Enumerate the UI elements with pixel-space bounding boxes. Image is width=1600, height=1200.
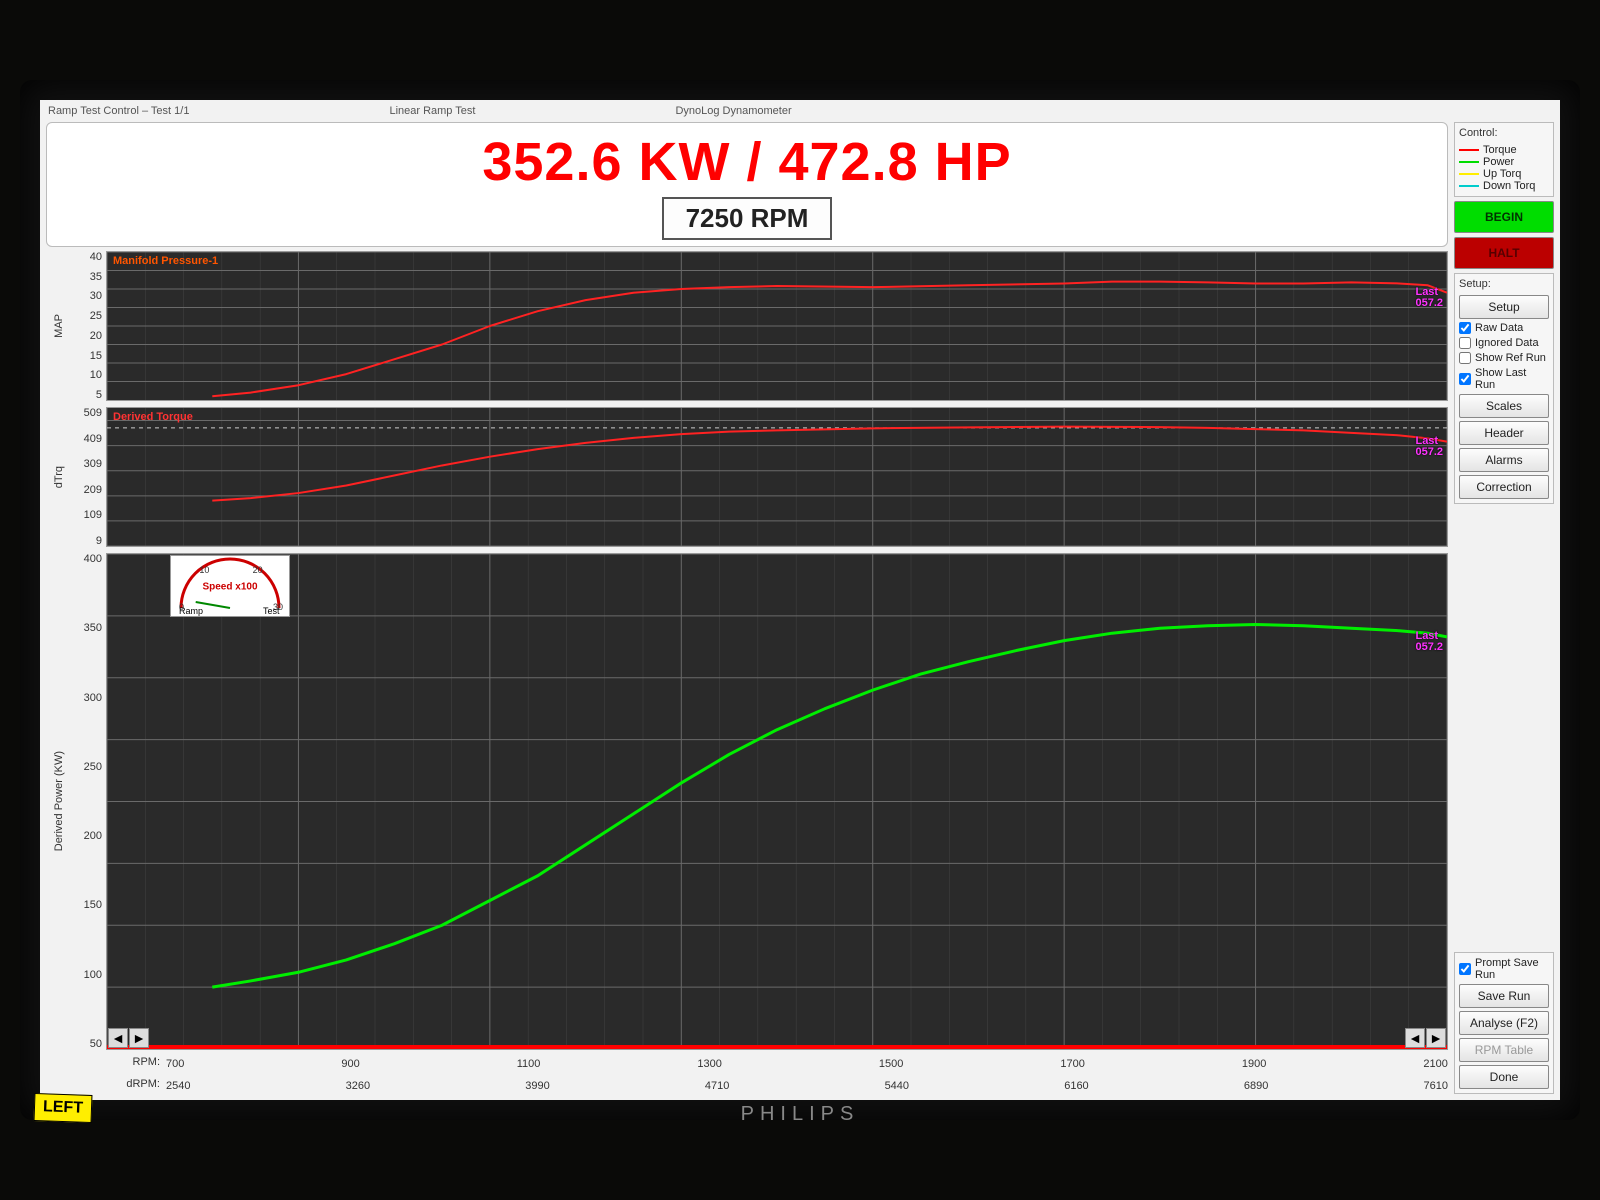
correction-button[interactable]: Correction bbox=[1459, 475, 1549, 499]
chart3-yticks: 40035030025020015010050 bbox=[72, 553, 106, 1050]
scroll-right-right-icon[interactable]: ► bbox=[1426, 1028, 1446, 1048]
scroll-left-left-icon[interactable]: ◄ bbox=[108, 1028, 128, 1048]
xaxis-rpm-label: RPM: bbox=[133, 1056, 161, 1068]
setup-panel: Setup: Setup Raw Data Ignored Data Show … bbox=[1454, 273, 1554, 504]
chart-map: Manifold Pressure-1 Last057.2 bbox=[106, 251, 1448, 401]
monitor-left-sticker: LEFT bbox=[34, 1093, 93, 1123]
setup-title: Setup: bbox=[1459, 278, 1549, 290]
last-run-tag: Last057.2 bbox=[1415, 287, 1443, 309]
save-panel: Prompt Save Run Save Run Analyse (F2) RP… bbox=[1454, 952, 1554, 1094]
legend-item: Down Torq bbox=[1459, 180, 1549, 192]
xaxis-rpm-row: RPM: 700900110013001500170019002100 bbox=[46, 1056, 1448, 1072]
scales-button[interactable]: Scales bbox=[1459, 394, 1549, 418]
legend-item: Power bbox=[1459, 156, 1549, 168]
chart1-ylabel: MAP bbox=[53, 314, 65, 338]
legend-item: Up Torq bbox=[1459, 168, 1549, 180]
halt-button[interactable]: HALT bbox=[1454, 237, 1554, 269]
legend-title: Control: bbox=[1459, 127, 1549, 139]
svg-text:20: 20 bbox=[253, 565, 263, 575]
rpm-value: 7250 RPM bbox=[662, 197, 833, 240]
chart3-ylabel: Derived Power (KW) bbox=[53, 751, 65, 851]
scroll-right-left-icon[interactable]: ◄ bbox=[1405, 1028, 1425, 1048]
xaxis-drpm-row: dRPM: 25403260399047105440616068907610 bbox=[46, 1078, 1448, 1094]
monitor-bezel: Ramp Test Control – Test 1/1 Linear Ramp… bbox=[20, 80, 1580, 1120]
chart-stack: MAP 403530252015105 Manifold Pressure-1 L… bbox=[46, 251, 1448, 1094]
speed-gauge: 0102030Speed x100RampTest bbox=[170, 555, 290, 617]
xaxis-drpm-label: dRPM: bbox=[126, 1078, 160, 1090]
begin-button[interactable]: BEGIN bbox=[1454, 201, 1554, 233]
main-area: 352.6 KW / 472.8 HP 7250 RPM MAP 4035302… bbox=[46, 122, 1448, 1094]
window-titlebar: Ramp Test Control – Test 1/1 Linear Ramp… bbox=[40, 100, 1560, 122]
xaxis-drpm-ticks: 25403260399047105440616068907610 bbox=[166, 1078, 1448, 1094]
scroll-left-group: ◄ ► bbox=[108, 1028, 149, 1048]
setup-button[interactable]: Setup bbox=[1459, 295, 1549, 319]
raw-data-checkbox[interactable]: Raw Data bbox=[1459, 322, 1549, 334]
last-run-tag: Last057.2 bbox=[1415, 436, 1443, 458]
xaxis-rpm-ticks: 700900110013001500170019002100 bbox=[166, 1056, 1448, 1072]
prompt-save-checkbox[interactable]: Prompt Save Run bbox=[1459, 957, 1549, 981]
screen: Ramp Test Control – Test 1/1 Linear Ramp… bbox=[40, 100, 1560, 1100]
ignored-data-checkbox[interactable]: Ignored Data bbox=[1459, 337, 1549, 349]
chart-map-row: MAP 403530252015105 Manifold Pressure-1 L… bbox=[46, 251, 1448, 401]
alarms-button[interactable]: Alarms bbox=[1459, 448, 1549, 472]
chart-torque: Derived Torque Last057.2 bbox=[106, 407, 1448, 547]
header-button[interactable]: Header bbox=[1459, 421, 1549, 445]
chart2-ylabel: dTrq bbox=[53, 466, 65, 488]
last-run-tag: Last057.2 bbox=[1415, 631, 1443, 653]
svg-text:Test: Test bbox=[263, 606, 280, 616]
show-ref-run-checkbox[interactable]: Show Ref Run bbox=[1459, 352, 1549, 364]
result-banner: 352.6 KW / 472.8 HP 7250 RPM bbox=[46, 122, 1448, 247]
scroll-left-right-icon[interactable]: ► bbox=[129, 1028, 149, 1048]
scroll-right-group: ◄ ► bbox=[1405, 1028, 1446, 1048]
chart1-yticks: 403530252015105 bbox=[72, 251, 106, 401]
headline-value: 352.6 KW / 472.8 HP bbox=[47, 131, 1447, 193]
series-label: Derived Torque bbox=[113, 411, 193, 423]
rpm-table-button[interactable]: RPM Table bbox=[1459, 1038, 1549, 1062]
analyse-button[interactable]: Analyse (F2) bbox=[1459, 1011, 1549, 1035]
chart-power-row: Derived Power (KW) 400350300250200150100… bbox=[46, 553, 1448, 1050]
series-label: Manifold Pressure-1 bbox=[113, 255, 218, 267]
sidebar: Control: TorquePowerUp TorqDown Torq BEG… bbox=[1454, 122, 1554, 1094]
save-run-button[interactable]: Save Run bbox=[1459, 984, 1549, 1008]
title-right: DynoLog Dynamometer bbox=[675, 105, 791, 117]
title-left: Ramp Test Control – Test 1/1 bbox=[48, 105, 189, 117]
chart-power: Last057.2 bbox=[106, 553, 1448, 1050]
svg-text:Speed x100: Speed x100 bbox=[202, 582, 257, 593]
show-last-run-checkbox[interactable]: Show Last Run bbox=[1459, 367, 1549, 391]
chart-torque-row: dTrq 5094093092091099 Derived Torque Last… bbox=[46, 407, 1448, 547]
chart2-yticks: 5094093092091099 bbox=[72, 407, 106, 547]
title-mid: Linear Ramp Test bbox=[389, 105, 475, 117]
legend-item: Torque bbox=[1459, 144, 1549, 156]
monitor-brand: PHILIPS bbox=[741, 1103, 860, 1126]
legend-panel: Control: TorquePowerUp TorqDown Torq bbox=[1454, 122, 1554, 197]
done-button[interactable]: Done bbox=[1459, 1065, 1549, 1089]
svg-text:10: 10 bbox=[199, 565, 209, 575]
svg-text:Ramp: Ramp bbox=[179, 606, 203, 616]
